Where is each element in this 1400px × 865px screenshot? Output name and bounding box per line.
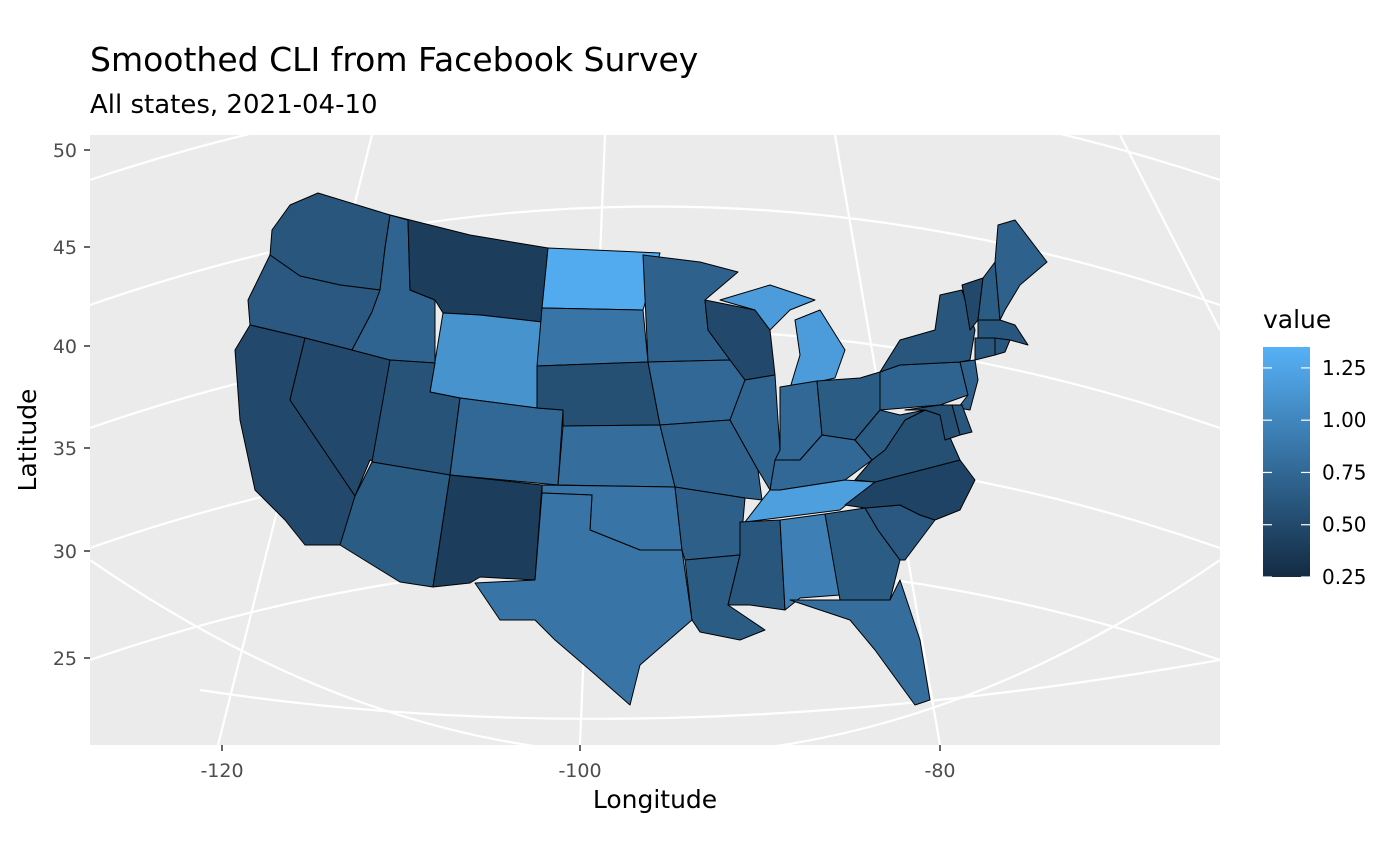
state-me [994, 219, 1048, 321]
y-tick-label: 35 [53, 438, 77, 460]
y-axis: 25 30 35 40 45 50 [53, 140, 90, 670]
state-ia [647, 359, 746, 426]
legend: value 0.25 0.50 0.75 1.00 1.25 [1263, 305, 1367, 589]
legend-title: value [1263, 305, 1331, 334]
gridline-lon [1119, 135, 1220, 331]
x-tick-label: -100 [558, 760, 601, 782]
x-axis-title: Longitude [593, 785, 717, 814]
state-ri [994, 337, 1011, 356]
state-md [904, 404, 961, 441]
state-wv [854, 409, 926, 461]
state-tx [474, 492, 693, 706]
y-tick-label: 50 [53, 140, 77, 162]
gridline-lat [199, 658, 1220, 720]
state-fl [789, 579, 931, 706]
y-tick-label: 25 [53, 648, 77, 670]
y-axis-title: Latitude [13, 389, 42, 492]
state-mi [719, 284, 846, 389]
states [234, 192, 1048, 706]
x-axis: -120 -100 -80 [200, 745, 956, 782]
gridline-lat [90, 205, 1220, 307]
y-tick-label: 45 [53, 237, 77, 259]
state-vt [961, 277, 984, 331]
legend-tick-label: 0.50 [1322, 513, 1367, 537]
legend-tick-label: 1.25 [1322, 356, 1367, 380]
state-nd [541, 247, 661, 311]
state-sd [536, 307, 649, 367]
chart-subtitle: All states, 2021-04-10 [90, 90, 378, 120]
x-tick-label: -80 [924, 760, 955, 782]
legend-tick-label: 0.75 [1322, 460, 1367, 484]
y-tick-label: 40 [53, 336, 77, 358]
state-nm [432, 474, 543, 588]
x-tick-label: -120 [200, 760, 243, 782]
state-nj [957, 359, 979, 411]
state-co [449, 397, 564, 486]
legend-tick-label: 1.00 [1322, 408, 1367, 432]
state-al [779, 513, 841, 611]
chart-title: Smoothed CLI from Facebook Survey [90, 40, 699, 79]
state-wy [429, 312, 543, 409]
state-ar [674, 486, 746, 561]
gridline-lat [90, 559, 1220, 745]
state-ks [557, 424, 676, 488]
legend-tick-label: 0.25 [1322, 565, 1367, 589]
legend-ticks: 0.25 0.50 0.75 1.00 1.25 [1263, 356, 1367, 589]
y-tick-label: 30 [53, 541, 77, 563]
legend-colorbar [1263, 347, 1310, 577]
